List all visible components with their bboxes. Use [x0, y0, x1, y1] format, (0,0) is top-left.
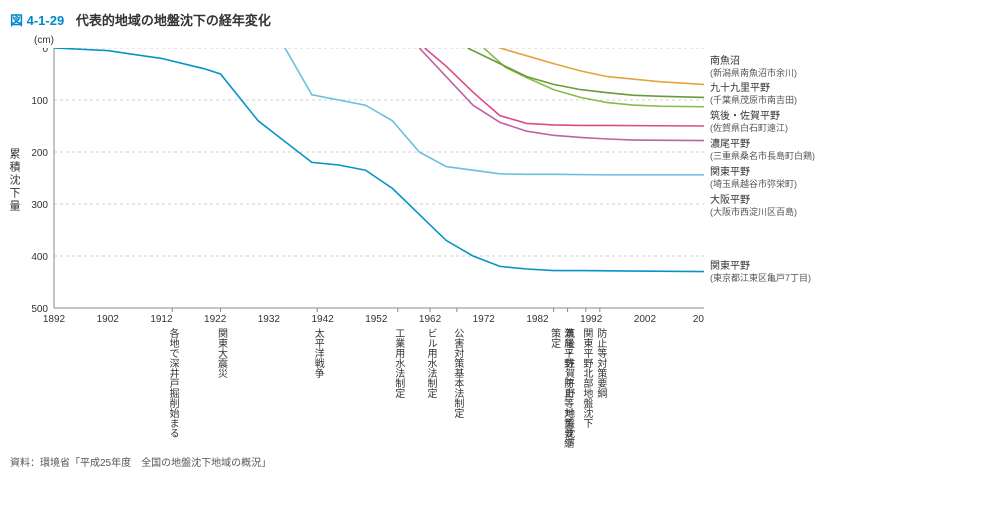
legend-item: 南魚沼(新潟県南魚沼市余川) — [710, 56, 797, 79]
svg-text:1952: 1952 — [365, 314, 388, 325]
svg-text:1902: 1902 — [97, 314, 120, 325]
svg-text:1922: 1922 — [204, 314, 227, 325]
line-chart: 0100200300400500189219021912192219321942… — [10, 48, 704, 328]
legend-item: 筑後・佐賀平野(佐賀県白石町遠江) — [710, 111, 788, 134]
event-label: 関東大震災 — [215, 328, 228, 378]
event-label: ビル用水法制定 — [424, 328, 437, 398]
svg-text:1992: 1992 — [580, 314, 603, 325]
svg-text:1972: 1972 — [473, 314, 496, 325]
event-labels: 各地で深井戸掘削始まる 関東大震災 太平洋戦争 工業用水法制定 ビル用水法制定 公害対策基… — [54, 328, 704, 448]
legend: 南魚沼(新潟県南魚沼市余川) 九十九里平野(千葉県茂原市南吉田) 筑後・佐賀平野(佐… — [710, 48, 960, 308]
svg-text:1962: 1962 — [419, 314, 442, 325]
event-label: 工業用水法制定 — [392, 328, 405, 398]
svg-text:1942: 1942 — [311, 314, 334, 325]
event-label: 太平洋戦争 — [311, 328, 324, 378]
svg-text:0: 0 — [42, 48, 48, 55]
event-label: 筑後・佐賀平野 地盤沈下 — [562, 328, 575, 448]
figure-label: 代表的地域の地盤沈下の経年変化 — [76, 13, 271, 28]
event-label: 関東平野北部地盤沈下 — [580, 328, 593, 428]
legend-item: 九十九里平野(千葉県茂原市南吉田) — [710, 83, 797, 106]
legend-item: 濃尾平野(三重県桑名市長島町白鶏) — [710, 139, 815, 162]
figure-number: 図 4-1-29 — [10, 13, 64, 28]
svg-text:1892: 1892 — [43, 314, 66, 325]
svg-text:2002: 2002 — [634, 314, 657, 325]
legend-item: 大阪平野(大阪市西淀川区百島) — [710, 195, 797, 218]
svg-text:200: 200 — [31, 148, 48, 159]
y-unit: (cm) — [34, 35, 972, 46]
event-label: 防止等対策要綱 — [594, 328, 607, 398]
svg-text:400: 400 — [31, 252, 48, 263]
chart-area: (cm) 累積沈下量 01002003004005001892190219121… — [10, 35, 972, 448]
svg-text:1982: 1982 — [526, 314, 549, 325]
figure-title: 図 4-1-29 代表的地域の地盤沈下の経年変化 — [10, 10, 972, 29]
svg-text:1912: 1912 — [150, 314, 173, 325]
legend-item: 関東平野(東京都江東区亀戸7丁目) — [710, 261, 811, 284]
event-label: 公害対策基本法制定 — [451, 328, 464, 418]
event-label: 各地で深井戸掘削始まる — [166, 328, 179, 438]
source-citation: 資料：環境省「平成25年度 全国の地盤沈下地域の概況」 — [10, 454, 972, 469]
svg-text:300: 300 — [31, 200, 48, 211]
svg-text:100: 100 — [31, 96, 48, 107]
svg-text:2013: 2013 — [693, 314, 704, 325]
legend-item: 関東平野(埼玉県越谷市弥栄町) — [710, 167, 797, 190]
y-axis-label: 累積沈下量 — [6, 148, 22, 213]
svg-text:1932: 1932 — [258, 314, 281, 325]
